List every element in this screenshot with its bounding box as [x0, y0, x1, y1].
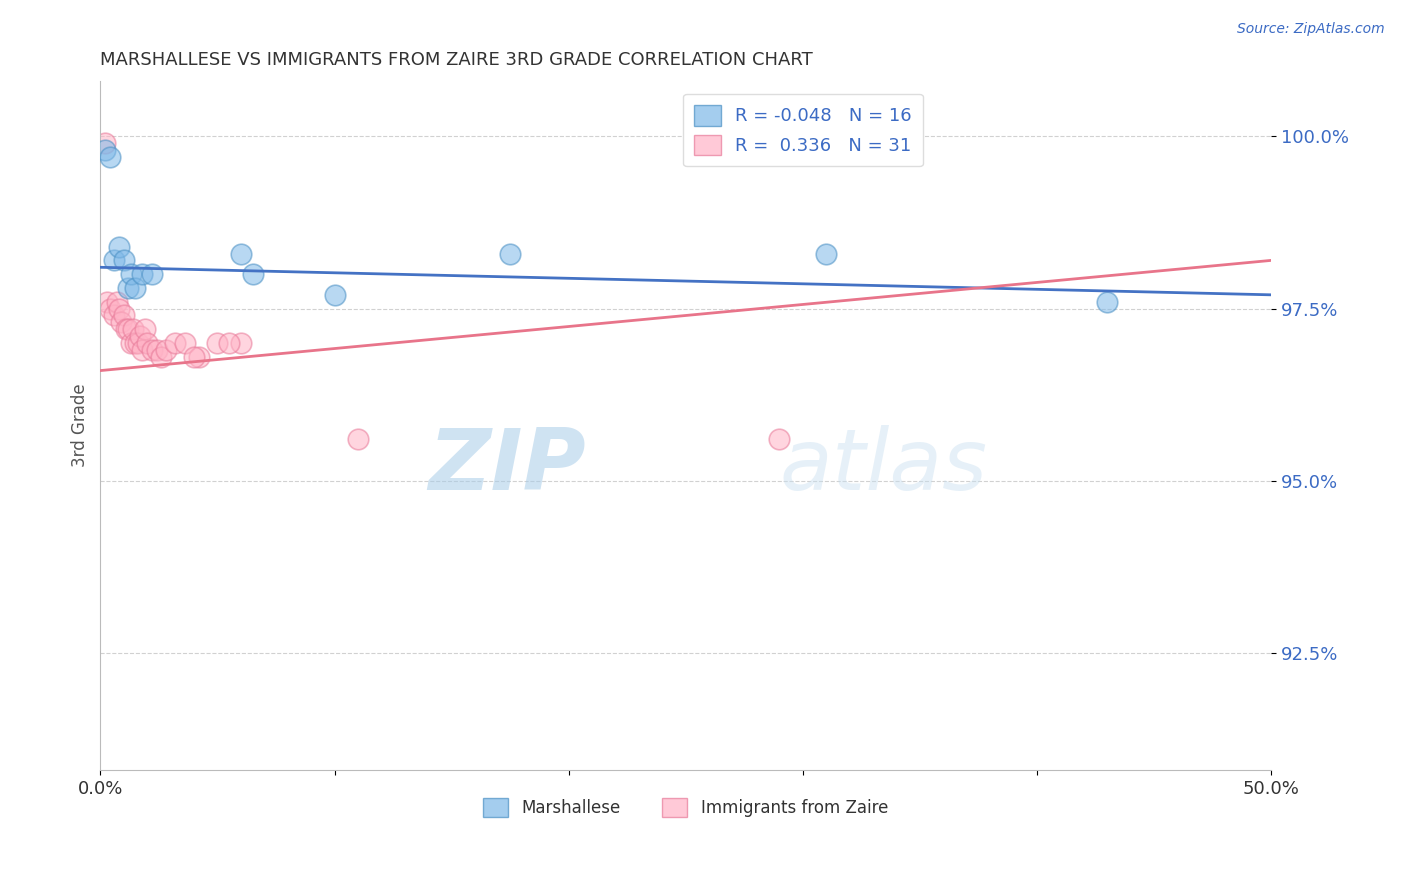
Point: [323, 288, 346, 302]
Point: [94, 143, 117, 157]
Point: [94, 136, 117, 151]
Point: [117, 322, 139, 336]
Point: [815, 246, 838, 260]
Point: [112, 309, 135, 323]
Point: [207, 336, 229, 351]
Point: [120, 267, 142, 281]
Point: [122, 322, 145, 336]
Text: Source: ZipAtlas.com: Source: ZipAtlas.com: [1237, 22, 1385, 37]
Point: [98, 150, 121, 164]
Point: [112, 253, 135, 268]
Point: [229, 336, 252, 351]
Point: [108, 239, 131, 253]
Point: [768, 433, 790, 447]
Point: [347, 433, 370, 447]
Point: [117, 281, 139, 295]
Point: [115, 322, 138, 336]
Point: [1095, 294, 1118, 309]
Point: [129, 329, 152, 343]
Point: [127, 336, 149, 351]
Point: [242, 267, 264, 281]
Legend: Marshallese, Immigrants from Zaire: Marshallese, Immigrants from Zaire: [477, 791, 894, 823]
Point: [131, 267, 153, 281]
Text: MARSHALLESE VS IMMIGRANTS FROM ZAIRE 3RD GRADE CORRELATION CHART: MARSHALLESE VS IMMIGRANTS FROM ZAIRE 3RD…: [100, 51, 813, 69]
Point: [141, 343, 163, 357]
Point: [173, 336, 195, 351]
Point: [183, 350, 205, 364]
Point: [110, 315, 132, 329]
Point: [134, 322, 156, 336]
Point: [218, 336, 240, 351]
Point: [103, 253, 125, 268]
Point: [120, 336, 142, 351]
Point: [165, 336, 187, 351]
Point: [141, 267, 163, 281]
Point: [499, 246, 522, 260]
Text: ZIP: ZIP: [429, 425, 586, 508]
Point: [145, 343, 167, 357]
Point: [131, 343, 153, 357]
Point: [124, 281, 146, 295]
Point: [124, 336, 146, 351]
Y-axis label: 3rd Grade: 3rd Grade: [72, 384, 89, 467]
Point: [105, 294, 128, 309]
Text: atlas: atlas: [779, 425, 987, 508]
Point: [155, 343, 177, 357]
Point: [108, 301, 131, 316]
Point: [150, 350, 173, 364]
Point: [103, 309, 125, 323]
Point: [96, 294, 118, 309]
Point: [229, 246, 252, 260]
Point: [98, 301, 121, 316]
Point: [136, 336, 159, 351]
Point: [187, 350, 209, 364]
